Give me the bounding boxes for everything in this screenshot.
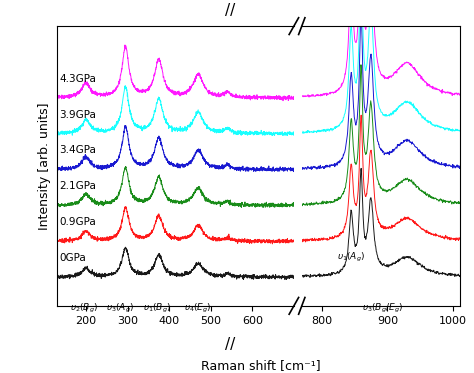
Text: 3.9GPa: 3.9GPa <box>59 110 96 120</box>
Text: Raman shift [cm⁻¹]: Raman shift [cm⁻¹] <box>201 359 320 372</box>
Text: $\upsilon_1(A_g)$: $\upsilon_1(A_g)$ <box>337 251 365 264</box>
Text: //: // <box>225 337 235 352</box>
Text: $\upsilon_2(B_g)$: $\upsilon_2(B_g)$ <box>70 302 98 316</box>
Text: //: // <box>225 3 235 18</box>
Text: $\upsilon_1(B_g)$: $\upsilon_1(B_g)$ <box>143 302 171 316</box>
Text: 0.9GPa: 0.9GPa <box>59 217 96 227</box>
Text: $\upsilon_4(E_g)$: $\upsilon_4(E_g)$ <box>183 302 211 316</box>
Text: 2.1GPa: 2.1GPa <box>59 181 96 191</box>
Text: 0GPa: 0GPa <box>59 253 86 263</box>
Text: $\upsilon_3(B_g/E_g)$: $\upsilon_3(B_g/E_g)$ <box>362 302 403 316</box>
Text: $\upsilon_3(A_g)$: $\upsilon_3(A_g)$ <box>107 302 135 316</box>
Text: 4.3GPa: 4.3GPa <box>59 74 96 84</box>
Text: 3.4GPa: 3.4GPa <box>59 145 96 156</box>
Y-axis label: Intensity [arb. units]: Intensity [arb. units] <box>38 102 51 230</box>
